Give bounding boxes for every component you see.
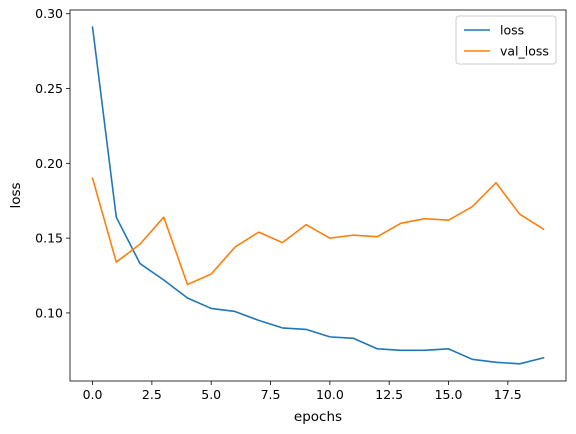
y-axis-ticks: 0.10 0.15 0.20 0.25 0.30 [35, 6, 70, 320]
plot-frame [69, 9, 567, 382]
x-tick-label: 17.5 [494, 387, 522, 402]
x-tick-label: 7.5 [261, 387, 281, 402]
legend-box [455, 15, 557, 65]
x-tick-label: 12.5 [375, 387, 403, 402]
legend-label-loss: loss [500, 23, 524, 38]
series-layer [91, 26, 545, 365]
series-line-loss [91, 26, 545, 365]
x-tick-label: 5.0 [201, 387, 221, 402]
y-tick-label: 0.30 [35, 6, 63, 21]
y-tick-label: 0.20 [35, 156, 63, 171]
series-line-val-loss [91, 177, 545, 286]
y-axis-label: loss [8, 182, 24, 208]
legend-label-val-loss: val_loss [500, 44, 549, 59]
legend: loss val_loss [455, 15, 557, 65]
x-axis-ticks: 0.0 2.5 5.0 7.5 10.0 12.5 15.0 17.5 [83, 381, 522, 402]
y-tick-label: 0.25 [35, 81, 63, 96]
x-tick-label: 2.5 [142, 387, 162, 402]
x-tick-label: 15.0 [435, 387, 463, 402]
y-tick-label: 0.15 [35, 231, 63, 246]
y-tick-label: 0.10 [35, 305, 63, 320]
x-tick-label: 0.0 [83, 387, 103, 402]
x-axis-label: epochs [294, 409, 342, 425]
x-tick-label: 10.0 [316, 387, 344, 402]
